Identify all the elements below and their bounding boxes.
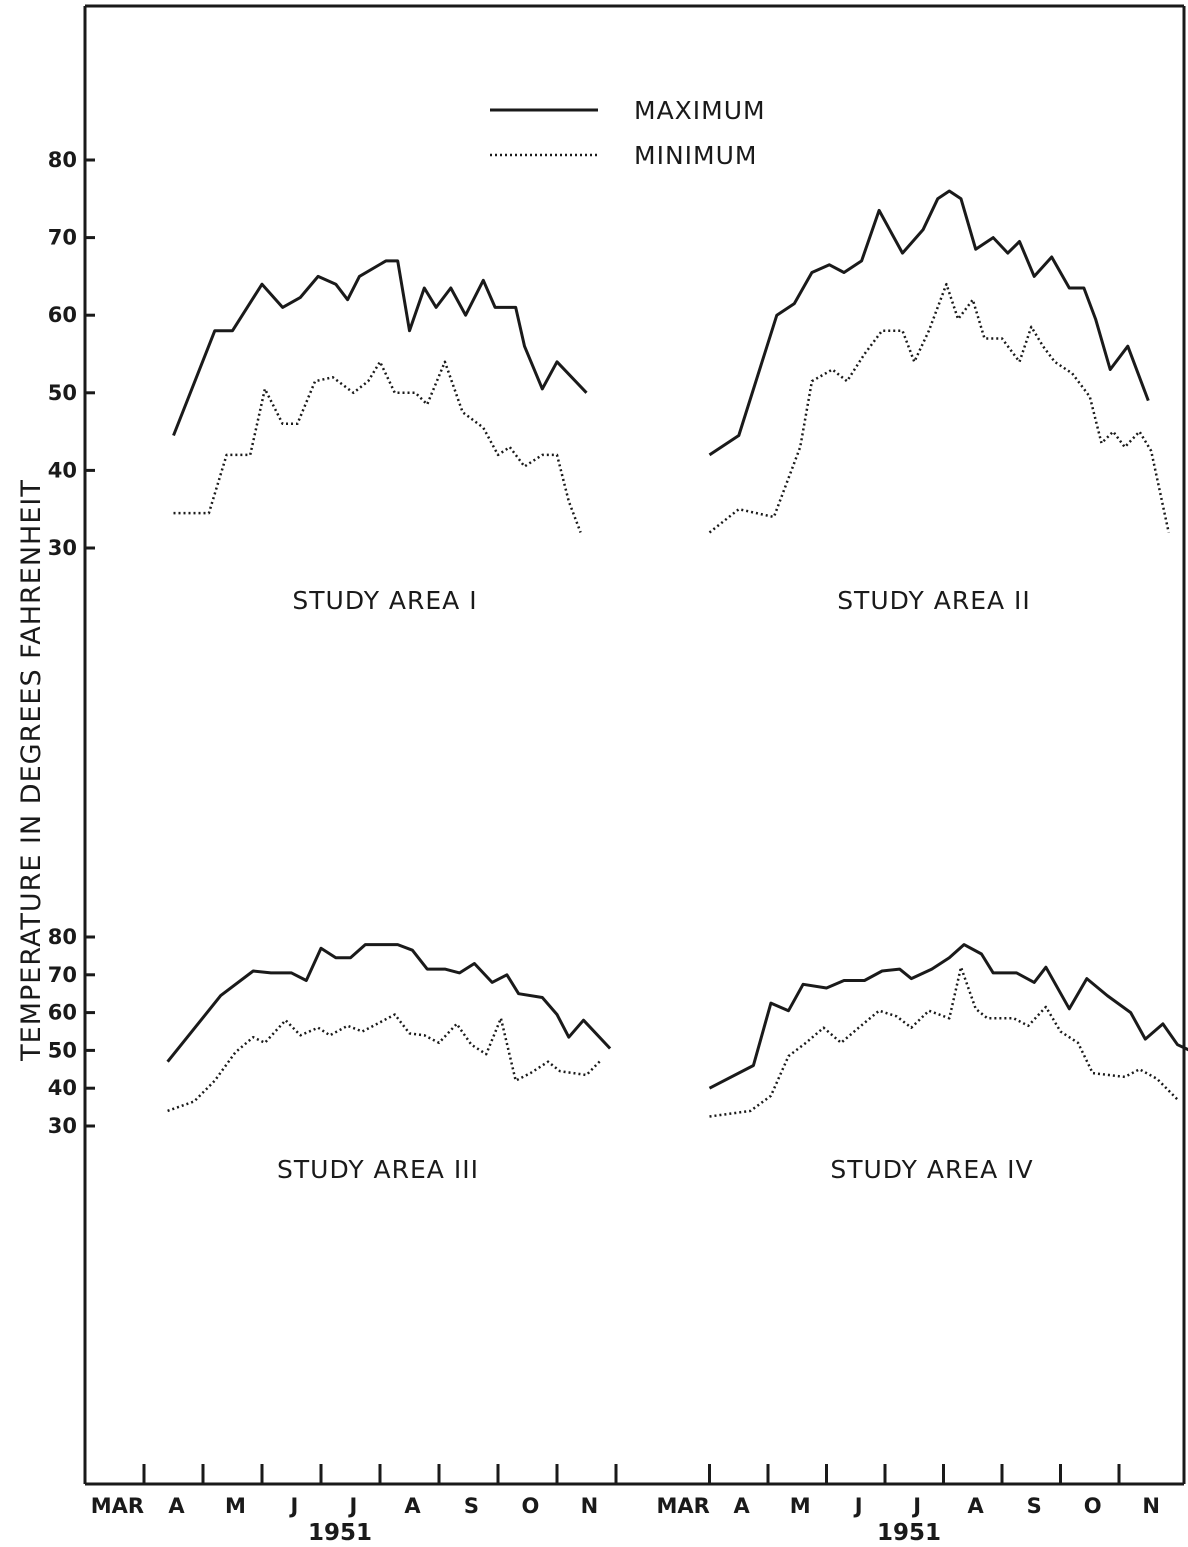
y-tick-label: 70 [48,963,77,987]
x-month-label: MAR [657,1494,710,1518]
x-month-label: A [168,1494,185,1518]
series-line-minimum [173,360,582,533]
series-line-maximum [708,189,1150,457]
x-month-label: S [1027,1494,1042,1518]
y-tick-label: 70 [48,226,77,250]
y-tick-label: 40 [48,1076,77,1100]
y-tick-label: 60 [48,1001,77,1025]
x-month-label: N [581,1494,599,1518]
x-month-label: J [853,1494,863,1518]
x-month-label: M [225,1494,246,1518]
x-axis-left: MAR A M J J A S O N [91,1464,618,1518]
panel-title: STUDY AREA III [277,1155,479,1184]
legend-minimum-label: MINIMUM [634,141,757,170]
series-line-minimum [167,1013,603,1113]
x-month-label: MAR [91,1494,144,1518]
series-line-minimum [708,282,1170,534]
y-ticks-top: 30 40 50 60 70 80 [48,148,95,560]
series-line-maximum [172,259,588,437]
panel-study-area-4: STUDY AREA IV [708,943,1188,1184]
x-month-label: O [1084,1494,1102,1518]
x-month-label: A [734,1494,751,1518]
panel-title: STUDY AREA II [837,586,1031,615]
y-tick-label: 30 [48,536,77,560]
x-month-label: J [289,1494,299,1518]
x-year-label-left: 1951 [308,1520,372,1546]
panel-study-area-1: STUDY AREA I [172,259,588,615]
series-line-maximum [708,943,1188,1090]
panel-title: STUDY AREA I [292,586,477,615]
x-month-label: A [404,1494,421,1518]
x-month-label: O [522,1494,540,1518]
x-month-label: S [464,1494,479,1518]
x-axis-right: MAR A M J J A S O N [657,1464,1160,1518]
x-month-label: A [968,1494,985,1518]
panel-study-area-2: STUDY AREA II [708,189,1170,615]
y-tick-label: 80 [48,925,77,949]
y-tick-label: 80 [48,148,77,172]
x-month-label: J [348,1494,358,1518]
series-line-minimum [709,965,1179,1118]
y-axis-label: TEMPERATURE IN DEGREES FAHRENHEIT [16,479,47,1062]
series-line-maximum [166,943,612,1063]
legend: MAXIMUM MINIMUM [490,96,766,170]
x-month-label: N [1142,1494,1160,1518]
figure-frame [83,4,1186,1486]
x-month-label: J [911,1494,921,1518]
y-tick-label: 60 [48,303,77,327]
y-tick-label: 50 [48,381,77,405]
x-year-label-right: 1951 [877,1520,941,1546]
y-tick-label: 50 [48,1038,77,1062]
panel-study-area-3: STUDY AREA III [166,943,612,1184]
y-tick-label: 30 [48,1114,77,1138]
legend-maximum-label: MAXIMUM [634,96,766,125]
y-tick-label: 40 [48,458,77,482]
x-month-label: M [790,1494,811,1518]
panel-title: STUDY AREA IV [830,1155,1033,1184]
y-ticks-bottom: 30 40 50 60 70 80 [48,925,95,1138]
